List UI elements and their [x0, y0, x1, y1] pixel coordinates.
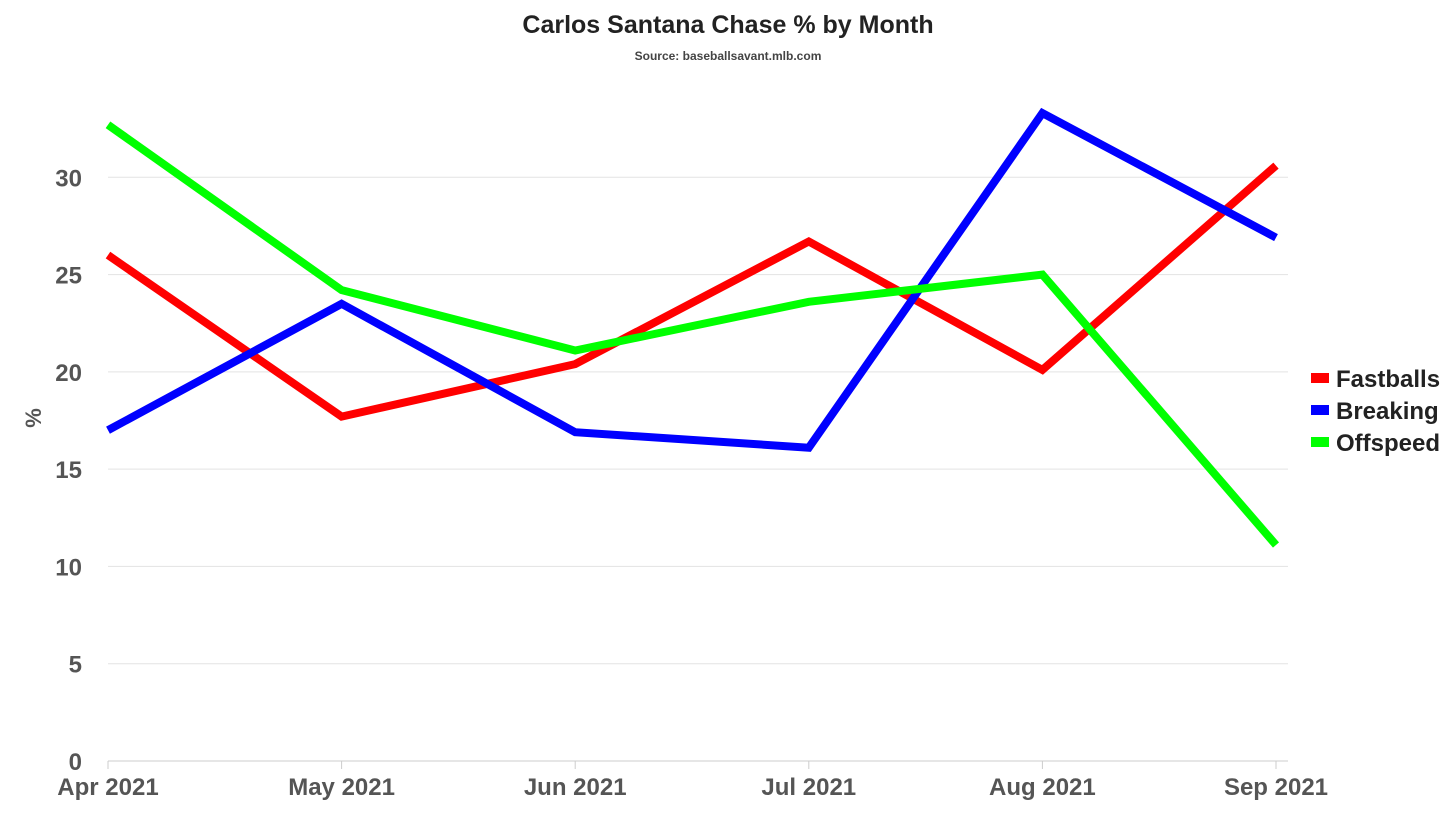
- series-line-offspeed: [105, 121, 1280, 548]
- x-tick-label: Apr 2021: [57, 774, 158, 801]
- chart-subtitle: Source: baseballsavant.mlb.com: [635, 49, 822, 63]
- chart-title: Carlos Santana Chase % by Month: [522, 11, 933, 39]
- y-tick-label: 5: [69, 652, 82, 679]
- x-tick-label: Jul 2021: [761, 774, 856, 801]
- x-tick-label: May 2021: [288, 774, 395, 801]
- series-line-breaking: [106, 107, 1278, 452]
- legend-swatch-breaking: [1311, 405, 1329, 415]
- series-lines: [105, 107, 1280, 548]
- legend: Fastballs Breaking Offspeed: [1311, 366, 1440, 457]
- y-tick-label: 0: [69, 749, 82, 776]
- y-tick-label: 20: [55, 360, 82, 387]
- axes: 0 5 10 15 20 25 30 Apr 2021 May 2021 Jun 2021 Jul …: [55, 165, 1328, 801]
- y-tick-label: 15: [55, 457, 82, 484]
- x-tick-label: Sep 2021: [1224, 774, 1328, 801]
- y-tick-label: 10: [55, 554, 82, 581]
- series-line-fastballs: [105, 162, 1279, 421]
- y-tick-label: 25: [55, 263, 82, 290]
- y-tick-label: 30: [55, 165, 82, 192]
- legend-swatch-offspeed: [1311, 437, 1329, 447]
- y-axis-label: %: [21, 408, 46, 428]
- legend-label-breaking: Breaking: [1336, 398, 1439, 425]
- x-tick-label: Aug 2021: [989, 774, 1096, 801]
- legend-label-offspeed: Offspeed: [1336, 430, 1440, 457]
- legend-label-fastballs: Fastballs: [1336, 366, 1440, 393]
- gridlines: [108, 176, 1288, 665]
- legend-swatch-fastballs: [1311, 373, 1329, 383]
- x-tick-label: Jun 2021: [524, 774, 627, 801]
